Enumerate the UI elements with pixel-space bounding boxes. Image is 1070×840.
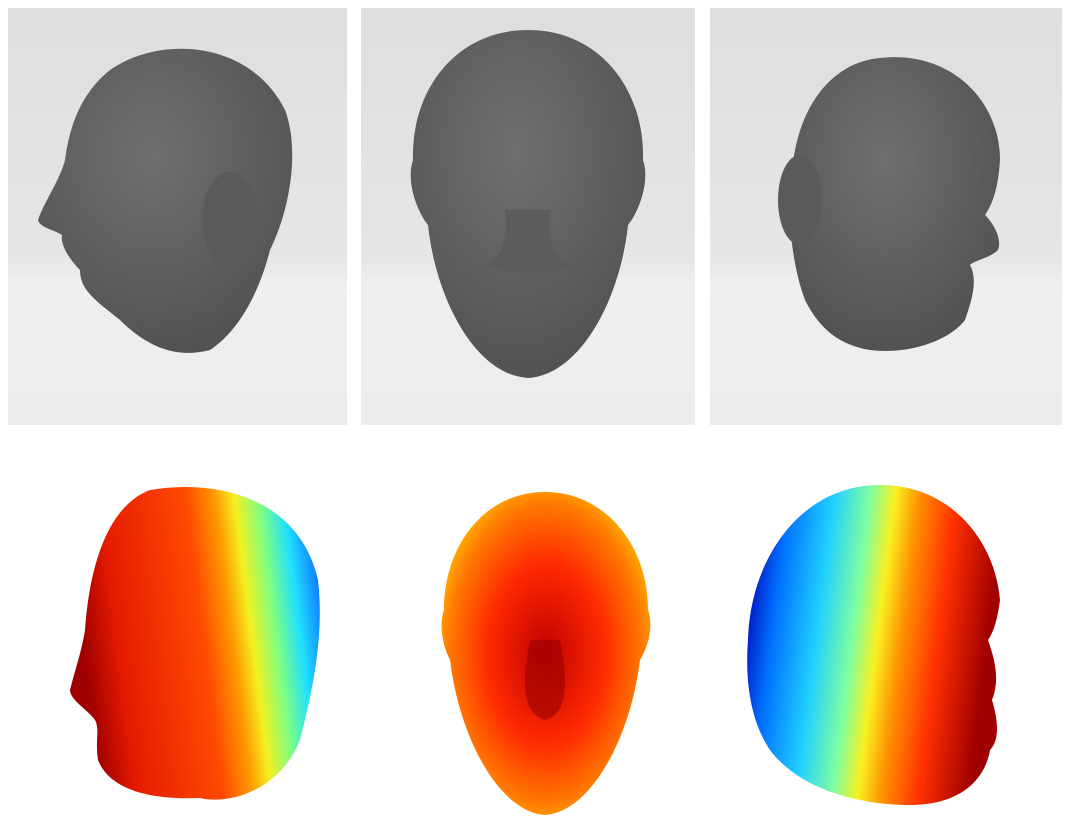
nose	[525, 640, 565, 720]
page	[0, 0, 1070, 840]
render-grid	[0, 0, 1070, 840]
ear	[778, 155, 822, 245]
depth-head	[747, 485, 1000, 805]
depth-head	[70, 487, 320, 800]
ear	[202, 172, 258, 268]
